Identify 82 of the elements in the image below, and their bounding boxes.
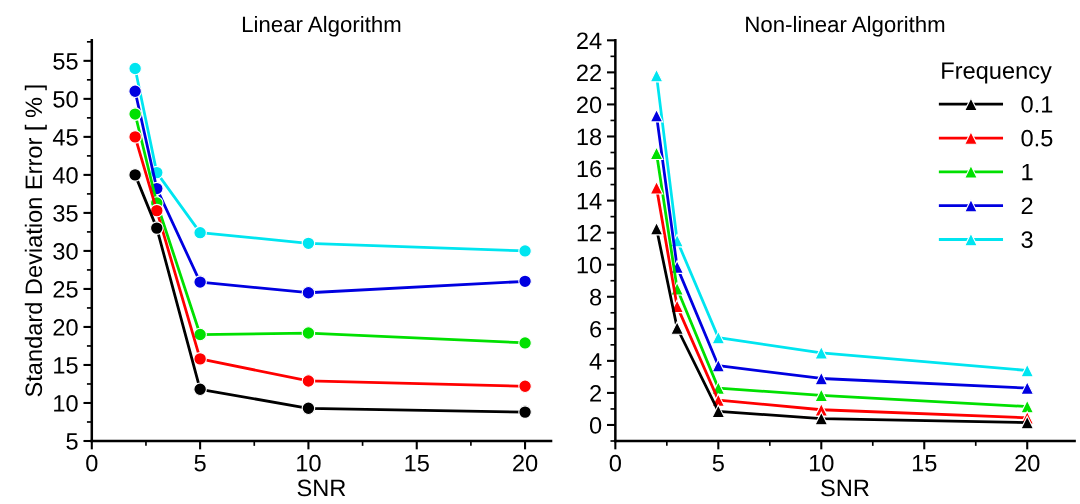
y-tick-label: 20 [53, 319, 78, 336]
chart-title: Non-linear Algorithm [746, 15, 945, 37]
point [814, 411, 829, 426]
x-tick-label: 10 [809, 454, 834, 472]
point [670, 321, 684, 335]
y-tick-label: 35 [53, 204, 78, 222]
x-tick-label: 15 [405, 455, 429, 472]
point [128, 168, 142, 182]
point [1020, 363, 1035, 378]
y-tick-label: 20 [577, 96, 602, 114]
point [518, 405, 532, 419]
point [301, 285, 316, 300]
point [128, 107, 142, 121]
y-tick-label: 12 [577, 224, 601, 242]
point [128, 84, 142, 99]
point [649, 108, 664, 123]
y-tick-label: 15 [54, 357, 78, 374]
point [649, 221, 664, 236]
legend-label: 0.5 [1021, 129, 1053, 147]
x-tick-label: 0 [86, 454, 98, 472]
y-tick-label: 10 [577, 256, 602, 274]
y-tick-label: 10 [54, 395, 78, 412]
point [1020, 381, 1035, 395]
y-tick-label: 2 [590, 384, 601, 402]
legend-label: 3 [1021, 231, 1033, 248]
point [193, 225, 207, 240]
x-tick-label: 20 [513, 454, 538, 472]
legend-title: Frequency [942, 62, 1052, 84]
y-tick-label: 0 [589, 417, 602, 434]
point [128, 61, 142, 76]
point [301, 236, 316, 251]
y-tick-label: 5 [66, 433, 78, 450]
x-tick-label: 20 [1015, 454, 1040, 472]
legend-label: 0.1 [1021, 96, 1053, 113]
point [814, 371, 829, 386]
point [711, 330, 726, 345]
x-tick-label: 15 [912, 455, 937, 472]
point [301, 401, 316, 416]
y-axis-title: Standard Deviation Error [ % ] [24, 85, 47, 397]
x-axis-title: SNR [821, 479, 869, 497]
x-tick-label: 5 [712, 455, 724, 472]
point [649, 68, 664, 83]
point [1020, 415, 1035, 430]
x-tick-label: 10 [297, 454, 321, 472]
point [301, 374, 316, 388]
y-tick-label: 40 [52, 166, 78, 184]
y-tick-label: 24 [577, 32, 602, 49]
point [193, 382, 207, 397]
x-tick-label: 0 [609, 454, 621, 472]
y-tick-label: 18 [577, 128, 602, 146]
legend-label: 2 [1021, 197, 1033, 214]
point [518, 336, 532, 350]
y-tick-label: 8 [590, 288, 602, 306]
y-tick-label: 45 [52, 129, 78, 146]
y-tick-label: 6 [590, 320, 602, 338]
point [193, 327, 207, 342]
y-tick-label: 50 [53, 90, 78, 108]
x-tick-label: 5 [194, 455, 206, 472]
y-tick-label: 22 [577, 64, 601, 81]
point [649, 146, 664, 161]
point [301, 326, 316, 340]
y-tick-label: 25 [53, 281, 78, 298]
x-axis-title: SNR [297, 479, 346, 497]
point [128, 130, 142, 144]
y-tick-label: 14 [577, 192, 602, 210]
y-tick-label: 16 [577, 160, 602, 178]
point [518, 244, 532, 258]
point [649, 180, 664, 195]
point [149, 203, 164, 218]
point [518, 379, 532, 394]
point [149, 221, 164, 235]
point [711, 404, 726, 419]
legend-label: 1 [1022, 163, 1033, 181]
point [193, 352, 207, 366]
point [193, 275, 207, 289]
y-tick-label: 55 [53, 53, 78, 70]
chart-title: Linear Algorithm [242, 15, 401, 37]
point [518, 274, 532, 289]
point [814, 346, 829, 360]
y-tick-label: 30 [53, 242, 78, 260]
y-tick-label: 4 [589, 353, 602, 370]
point [814, 388, 829, 403]
